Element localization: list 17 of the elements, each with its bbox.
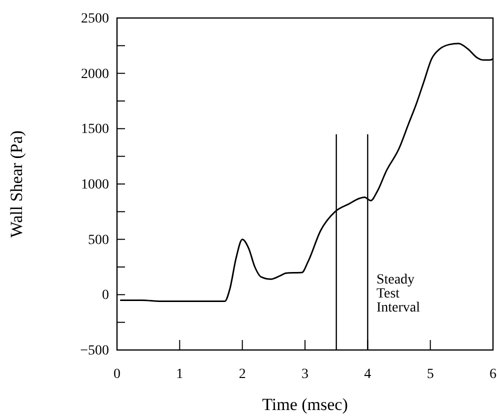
x-tick-label: 5 <box>426 366 434 382</box>
x-axis-title: Time (msec) <box>262 395 348 414</box>
y-tick-label: 2500 <box>81 11 109 26</box>
annotation: Steady Test Interval <box>376 272 420 316</box>
x-tick-label: 4 <box>364 366 372 382</box>
x-tick-label: 1 <box>176 366 184 382</box>
x-tick-label: 2 <box>238 366 246 382</box>
y-axis-title: Wall Shear (Pa) <box>7 130 26 238</box>
y-tick-label: 1000 <box>81 177 109 192</box>
x-tick-label: 3 <box>302 366 308 382</box>
y-tick-label: −500 <box>80 343 109 358</box>
y-tick-label: 1500 <box>81 122 109 138</box>
y-tick-label: 500 <box>88 232 109 248</box>
x-tick-label: 6 <box>490 366 496 382</box>
x-tick-label: 0 <box>114 366 120 382</box>
y-tick-label: 0 <box>102 288 109 304</box>
y-tick-label: 2000 <box>81 66 109 82</box>
